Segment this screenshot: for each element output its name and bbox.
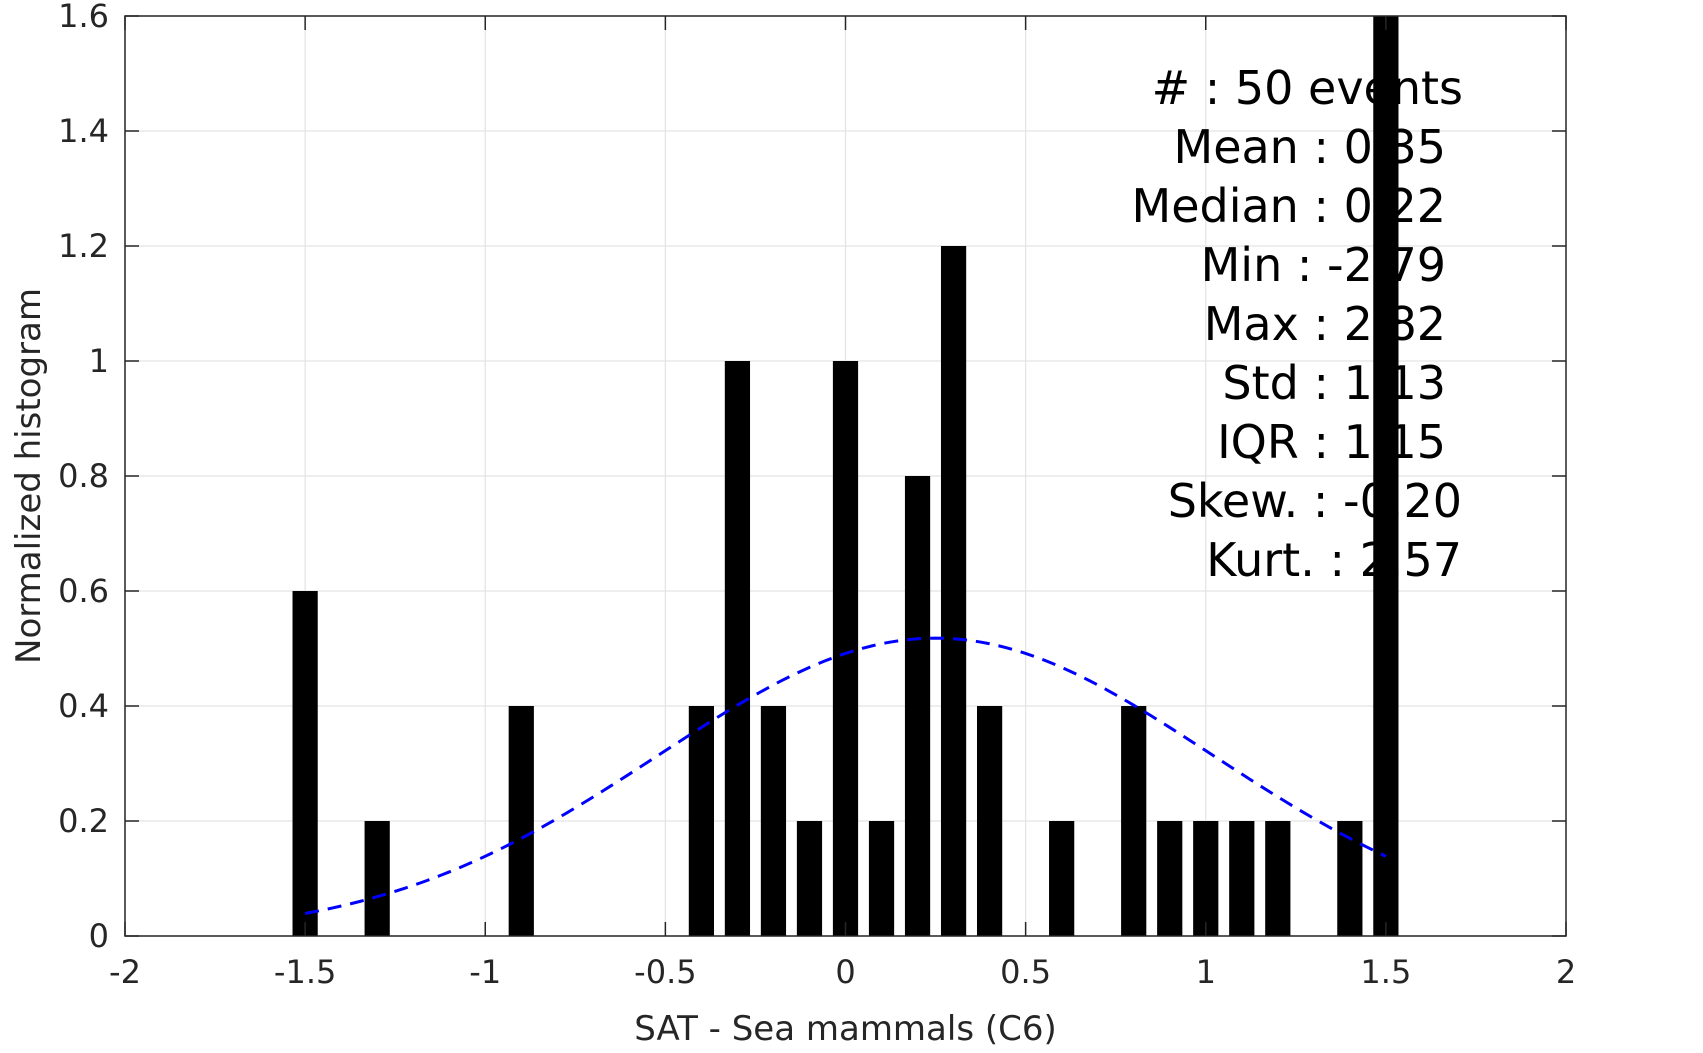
stats-line: Min : -2.79 (1201, 238, 1446, 292)
normal-fit-curve (304, 636, 1387, 915)
histogram-bar (1229, 821, 1255, 936)
histogram-bar (1337, 821, 1363, 936)
histogram-bar (1265, 821, 1291, 936)
x-tick-label: 2 (1556, 953, 1576, 991)
histogram-bar (760, 706, 787, 936)
x-tick-labels: -2 -1.5 -1 -0.5 0 0.5 1 1.5 2 (109, 953, 1576, 991)
histogram-bar (292, 591, 318, 936)
histogram-bar (904, 476, 931, 936)
y-axis-label: Normalized histogram (9, 288, 49, 664)
histogram-bars (292, 16, 1399, 936)
stats-line: Median : 0.22 (1132, 179, 1446, 233)
x-tick-label: 1 (1196, 953, 1216, 991)
x-tick-label: 1.5 (1360, 953, 1411, 991)
histogram-bar (1121, 706, 1147, 936)
stats-line: Mean : 0.35 (1174, 120, 1447, 174)
histogram-bar (832, 361, 859, 936)
histogram-bar (724, 361, 751, 936)
histogram-bar (796, 821, 823, 936)
stats-line: Max : 2.82 (1204, 297, 1446, 351)
histogram-bar (508, 706, 534, 936)
histogram-bar (1049, 821, 1075, 936)
stats-line: # : 50 events (1152, 61, 1463, 115)
x-tick-label: 0 (835, 953, 855, 991)
axis-ticks (124, 15, 1567, 937)
x-tick-label: 0.5 (1000, 953, 1051, 991)
x-tick-label: -2 (109, 953, 141, 991)
histogram-bar (868, 821, 895, 936)
y-tick-label: 1.6 (58, 0, 109, 35)
histogram-bar (976, 706, 1003, 936)
histogram-bar (1193, 821, 1219, 936)
histogram-bar (1373, 16, 1399, 936)
stats-line: Kurt. : 2.57 (1206, 533, 1462, 587)
y-tick-label: 0.2 (58, 802, 109, 840)
y-tick-label: 0.4 (58, 687, 109, 725)
stats-line: Std : 1.13 (1222, 356, 1446, 410)
histogram-bar (1157, 821, 1183, 936)
y-tick-label: 1 (89, 342, 109, 380)
x-tick-label: -0.5 (634, 953, 696, 991)
stats-line: Skew. : -0.20 (1168, 474, 1462, 528)
y-tick-label: 1.4 (58, 112, 109, 150)
y-tick-label: 0.6 (58, 572, 109, 610)
y-tick-label: 0 (89, 917, 109, 955)
x-tick-label: -1 (469, 953, 501, 991)
histogram-bar (688, 706, 715, 936)
x-tick-label: -1.5 (274, 953, 336, 991)
y-tick-label: 1.2 (58, 227, 109, 265)
histogram-bar (364, 821, 390, 936)
x-axis-label: SAT - Sea mammals (C6) (634, 1009, 1057, 1049)
y-tick-labels: 0 0.2 0.4 0.6 0.8 1 1.2 1.4 1.6 (58, 0, 109, 955)
histogram-bar (940, 246, 967, 936)
stats-line: IQR : 1.15 (1217, 415, 1446, 469)
y-tick-label: 0.8 (58, 457, 109, 495)
